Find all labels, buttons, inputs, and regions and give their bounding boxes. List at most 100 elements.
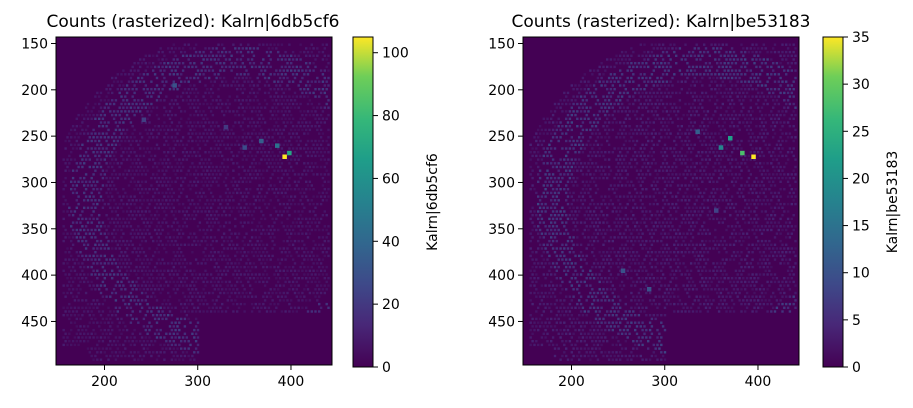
heatmap-cell xyxy=(273,73,276,76)
heatmap-cell xyxy=(222,143,226,146)
heatmap-cell xyxy=(691,110,695,113)
heatmap-cell xyxy=(204,69,207,72)
heatmap-cell xyxy=(325,88,328,91)
heatmap-cell xyxy=(762,43,765,46)
heatmap-cell xyxy=(755,65,758,69)
heatmap-cell xyxy=(181,254,185,258)
heatmap-cell xyxy=(193,239,196,243)
heatmap-cell xyxy=(217,169,220,172)
heatmap-cell xyxy=(323,239,326,243)
heatmap-cell xyxy=(675,151,678,154)
heatmap-cell xyxy=(245,277,248,280)
heatmap-cell xyxy=(256,225,259,228)
heatmap-cell xyxy=(71,228,75,232)
heatmap-cell xyxy=(219,202,222,206)
heatmap-cell xyxy=(703,65,706,69)
heatmap-cell xyxy=(620,50,624,54)
heatmap-cell xyxy=(206,206,209,209)
heatmap-cell xyxy=(239,258,243,261)
heatmap-cell xyxy=(249,121,252,124)
heatmap-cell xyxy=(581,136,585,139)
heatmap-cell xyxy=(94,258,97,261)
heatmap-cell xyxy=(290,121,293,124)
heatmap-cell xyxy=(669,169,672,172)
heatmap-cell xyxy=(189,321,192,324)
heatmap-cell xyxy=(714,95,717,98)
heatmap-cell xyxy=(129,262,133,265)
heatmap-cell xyxy=(92,232,95,235)
heatmap-cell xyxy=(314,80,317,83)
heatmap-cell xyxy=(273,125,276,128)
heatmap-cell xyxy=(178,247,181,250)
heatmap-cell xyxy=(73,188,77,191)
heatmap-cell xyxy=(90,191,93,195)
heatmap-cell xyxy=(574,99,577,102)
heatmap-cell xyxy=(277,191,280,195)
heatmap-cell xyxy=(217,273,220,276)
heatmap-cell xyxy=(133,343,136,347)
heatmap-cell xyxy=(635,88,639,91)
heatmap-cell xyxy=(278,69,282,72)
colorbar-tick-label: 0 xyxy=(382,360,391,376)
heatmap-cell xyxy=(180,317,183,321)
heatmap-cell xyxy=(139,80,142,83)
heatmap-cell xyxy=(271,299,274,302)
heatmap-cell xyxy=(589,136,592,139)
heatmap-cell xyxy=(222,254,226,258)
heatmap-cell xyxy=(157,206,160,209)
heatmap-cell xyxy=(86,102,90,106)
heatmap-cell xyxy=(639,73,642,76)
heatmap-cell xyxy=(275,121,278,124)
heatmap-cell xyxy=(632,80,635,83)
heatmap-cell xyxy=(325,199,328,202)
heatmap-cell xyxy=(760,84,764,87)
heatmap-cell xyxy=(224,191,228,195)
heatmap-cell xyxy=(114,239,118,243)
heatmap-cell xyxy=(661,169,665,172)
heatmap-cell xyxy=(181,62,185,65)
heatmap-cell xyxy=(167,262,170,265)
heatmap-cell xyxy=(191,295,194,298)
heatmap-cell xyxy=(297,291,300,295)
heatmap-cell xyxy=(165,280,168,284)
heatmap-cell xyxy=(684,139,687,143)
heatmap-cell xyxy=(256,195,259,198)
heatmap-cell xyxy=(277,88,280,91)
heatmap-cell xyxy=(290,306,293,309)
heatmap-cell xyxy=(600,136,603,139)
heatmap-cell xyxy=(131,132,134,135)
heatmap-cell xyxy=(144,351,147,354)
heatmap-cell xyxy=(665,73,669,76)
heatmap-cell xyxy=(204,210,207,213)
heatmap-cell xyxy=(96,202,99,206)
heatmap-cell xyxy=(271,99,274,102)
heatmap-cell xyxy=(660,136,663,139)
heatmap-cell xyxy=(139,132,142,135)
heatmap-cell xyxy=(318,95,321,98)
heatmap-cell xyxy=(222,239,226,243)
heatmap-cell xyxy=(288,43,291,46)
heatmap-cell xyxy=(622,121,626,124)
heatmap-cell xyxy=(70,210,73,213)
heatmap-cell xyxy=(310,221,313,224)
heatmap-cell xyxy=(161,176,164,180)
heatmap-cell xyxy=(308,277,312,280)
heatmap-cell xyxy=(699,80,702,83)
heatmap-cell xyxy=(775,62,779,65)
heatmap-cell xyxy=(297,232,300,235)
heatmap-cell xyxy=(221,280,224,284)
heatmap-cell xyxy=(308,291,312,295)
heatmap-cell xyxy=(131,340,134,343)
heatmap-cell xyxy=(555,106,558,109)
heatmap-cell xyxy=(535,154,538,158)
heatmap-cell xyxy=(318,117,321,120)
heatmap-cell xyxy=(299,154,302,158)
heatmap-cell xyxy=(140,210,144,213)
heatmap-cell xyxy=(181,180,185,183)
heatmap-cell xyxy=(243,176,246,180)
heatmap-cell xyxy=(708,99,711,102)
heatmap-cell xyxy=(107,143,110,146)
heatmap-cell xyxy=(118,225,121,228)
heatmap-cell xyxy=(267,188,271,191)
heatmap-cell xyxy=(96,136,99,139)
